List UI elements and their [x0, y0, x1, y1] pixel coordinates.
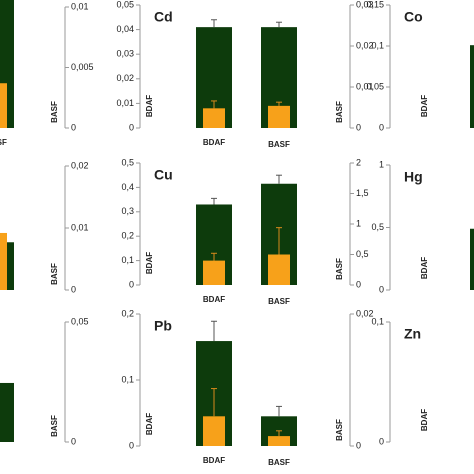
tick-label: 0,01 [71, 222, 89, 232]
tick-label: 0 [71, 122, 76, 132]
x-tick-label: BASF [0, 138, 7, 147]
tick-label: 0 [379, 436, 384, 446]
bar [470, 45, 474, 128]
tick-label: 0,05 [71, 316, 89, 326]
tick-label: 1,5 [356, 188, 369, 198]
tick-label: 0,03 [116, 49, 134, 59]
bar [203, 108, 225, 128]
panel-title: Cd [154, 9, 173, 25]
bar [203, 260, 225, 285]
tick-label: 0,5 [356, 249, 369, 259]
tick-label: 0,3 [121, 206, 134, 216]
y2-axis-label: BASF [50, 415, 59, 437]
tick-label: 0,1 [371, 40, 384, 50]
tick-label: 0,02 [116, 73, 134, 83]
panel-title: Zn [404, 326, 421, 342]
bar [0, 382, 14, 442]
panel-title: Hg [404, 169, 423, 185]
y2-axis-label: BASF [50, 263, 59, 285]
tick-label: 1 [379, 159, 384, 169]
bar [470, 228, 474, 290]
tick-label: 0,01 [116, 98, 134, 108]
tick-label: 0 [71, 436, 76, 446]
tick-label: 0,005 [71, 62, 94, 72]
tick-label: 0 [129, 122, 134, 132]
y-axis-label: BDAF [420, 257, 429, 279]
tick-label: 0,1 [371, 316, 384, 326]
tick-label: 0,5 [121, 157, 134, 167]
tick-label: 0 [129, 440, 134, 450]
tick-label: 0 [379, 284, 384, 294]
panel-title: Pb [154, 318, 172, 334]
tick-label: 0,2 [121, 308, 134, 318]
bar [268, 105, 290, 128]
tick-label: 0,04 [116, 24, 134, 34]
x-tick-label: BASF [268, 297, 290, 306]
tick-label: 0,02 [71, 160, 89, 170]
y-axis-label: BDAF [420, 409, 429, 431]
x-tick-label: BASF [268, 140, 290, 149]
y2-axis-label: BASF [335, 101, 344, 123]
y2-axis-label: BASF [335, 419, 344, 441]
x-tick-label: BASF [268, 458, 290, 467]
panel-title: Co [404, 9, 423, 25]
tick-label: 0,01 [356, 81, 374, 91]
tick-label: 0,15 [366, 0, 384, 9]
tick-label: 0 [71, 284, 76, 294]
y-axis-label: BDAF [420, 95, 429, 117]
y-axis-label: BDAF [145, 413, 154, 435]
x-tick-label: BDAF [203, 456, 225, 465]
tick-label: 2 [356, 157, 361, 167]
x-tick-label: BDAF [203, 295, 225, 304]
panel-title: Cu [154, 167, 173, 183]
tick-label: 0 [356, 440, 361, 450]
tick-label: 0,2 [121, 231, 134, 241]
tick-label: 0,4 [121, 182, 134, 192]
y-axis-label: BDAF [145, 95, 154, 117]
tick-label: 0 [356, 122, 361, 132]
tick-label: 0,1 [121, 255, 134, 265]
y-axis-label: BDAF [145, 252, 154, 274]
tick-label: 0,03 [356, 0, 374, 9]
tick-label: 0,05 [116, 0, 134, 9]
bar [0, 232, 7, 290]
tick-label: 0,1 [121, 374, 134, 384]
tick-label: 0,5 [371, 222, 384, 232]
x-tick-label: BDAF [203, 138, 225, 147]
bar [203, 416, 225, 446]
y2-axis-label: BASF [335, 258, 344, 280]
tick-label: 0 [356, 279, 361, 289]
tick-label: 0,02 [356, 40, 374, 50]
tick-label: 0 [129, 279, 134, 289]
tick-label: 1 [356, 218, 361, 228]
tick-label: 0,05 [366, 81, 384, 91]
bar [0, 83, 7, 128]
bar [268, 436, 290, 446]
tick-label: 0,01 [71, 1, 89, 11]
tick-label: 0 [379, 122, 384, 132]
y2-axis-label: BASF [50, 101, 59, 123]
tick-label: 0,02 [356, 308, 374, 318]
bar [268, 254, 290, 285]
